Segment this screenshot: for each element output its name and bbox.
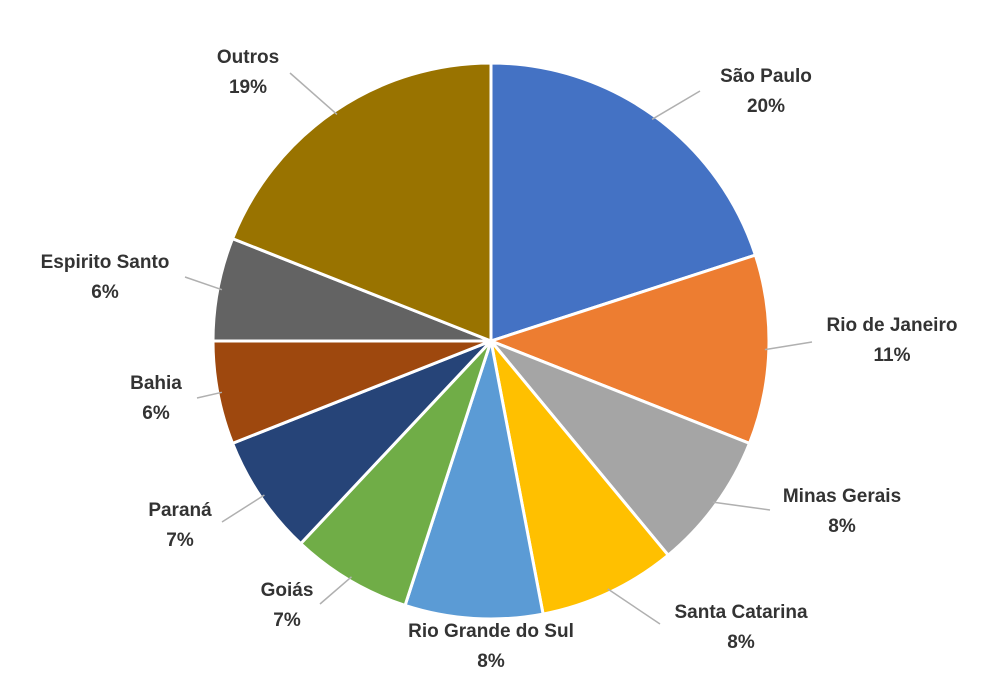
- leader-line: [764, 341, 813, 351]
- leader-line: [196, 391, 223, 399]
- slice-label-name: Santa Catarina: [674, 602, 807, 623]
- slice-label-percent: 6%: [142, 403, 170, 424]
- pie-slice-rio-de-janeiro: [486, 253, 771, 446]
- pie-slice-minas-gerais: [489, 339, 752, 558]
- slice-label-percent: 8%: [477, 651, 505, 672]
- slice-label: Santa Catarina 8%: [674, 602, 807, 653]
- slice-label: Rio de Janeiro 11%: [827, 315, 958, 366]
- leader-line: [651, 90, 701, 120]
- leader-line: [184, 276, 223, 291]
- leader-line: [289, 72, 338, 115]
- slice-label-name: Espirito Santo: [41, 252, 170, 273]
- slice-label-percent: 8%: [828, 516, 856, 537]
- slice-label: Minas Gerais 8%: [783, 486, 901, 537]
- slice-label-name: Minas Gerais: [783, 486, 901, 507]
- slice-label-percent: 19%: [229, 77, 267, 98]
- leader-line: [221, 494, 265, 523]
- slice-label-name: Goiás: [261, 580, 314, 601]
- leader-line: [712, 501, 771, 511]
- slice-label-percent: 20%: [747, 96, 785, 117]
- slice-label-percent: 8%: [727, 632, 755, 653]
- pie-slice-outros: [230, 61, 493, 344]
- pie-slice-rio-grande-do-sul: [403, 340, 545, 621]
- slice-label-name: Bahia: [130, 373, 182, 394]
- pie-slice-goiás: [298, 339, 493, 608]
- leader-line: [607, 588, 661, 625]
- slice-label: São Paulo 20%: [720, 66, 812, 117]
- slice-label-percent: 11%: [874, 345, 911, 366]
- slice-label: Espirito Santo 6%: [41, 252, 170, 303]
- slice-label-name: Paraná: [148, 500, 212, 521]
- slice-label-name: São Paulo: [720, 66, 812, 87]
- slice-label: Paraná 7%: [148, 500, 212, 551]
- slice-label-percent: 6%: [91, 282, 119, 303]
- leader-line: [319, 576, 352, 605]
- slice-label: Bahia 6%: [130, 373, 182, 424]
- slice-label-percent: 7%: [273, 610, 301, 631]
- slice-label-percent: 7%: [166, 530, 194, 551]
- slice-label-name: Outros: [217, 47, 279, 68]
- pie-slice-santa-catarina: [489, 340, 671, 616]
- pie-slice-são-paulo: [489, 61, 758, 344]
- slice-label-name: Rio de Janeiro: [827, 315, 958, 336]
- slice-label: Rio Grande do Sul 8%: [408, 621, 574, 672]
- slice-label-name: Rio Grande do Sul: [408, 621, 574, 642]
- slice-label: Goiás 7%: [261, 580, 314, 631]
- slice-label: Outros 19%: [217, 47, 279, 98]
